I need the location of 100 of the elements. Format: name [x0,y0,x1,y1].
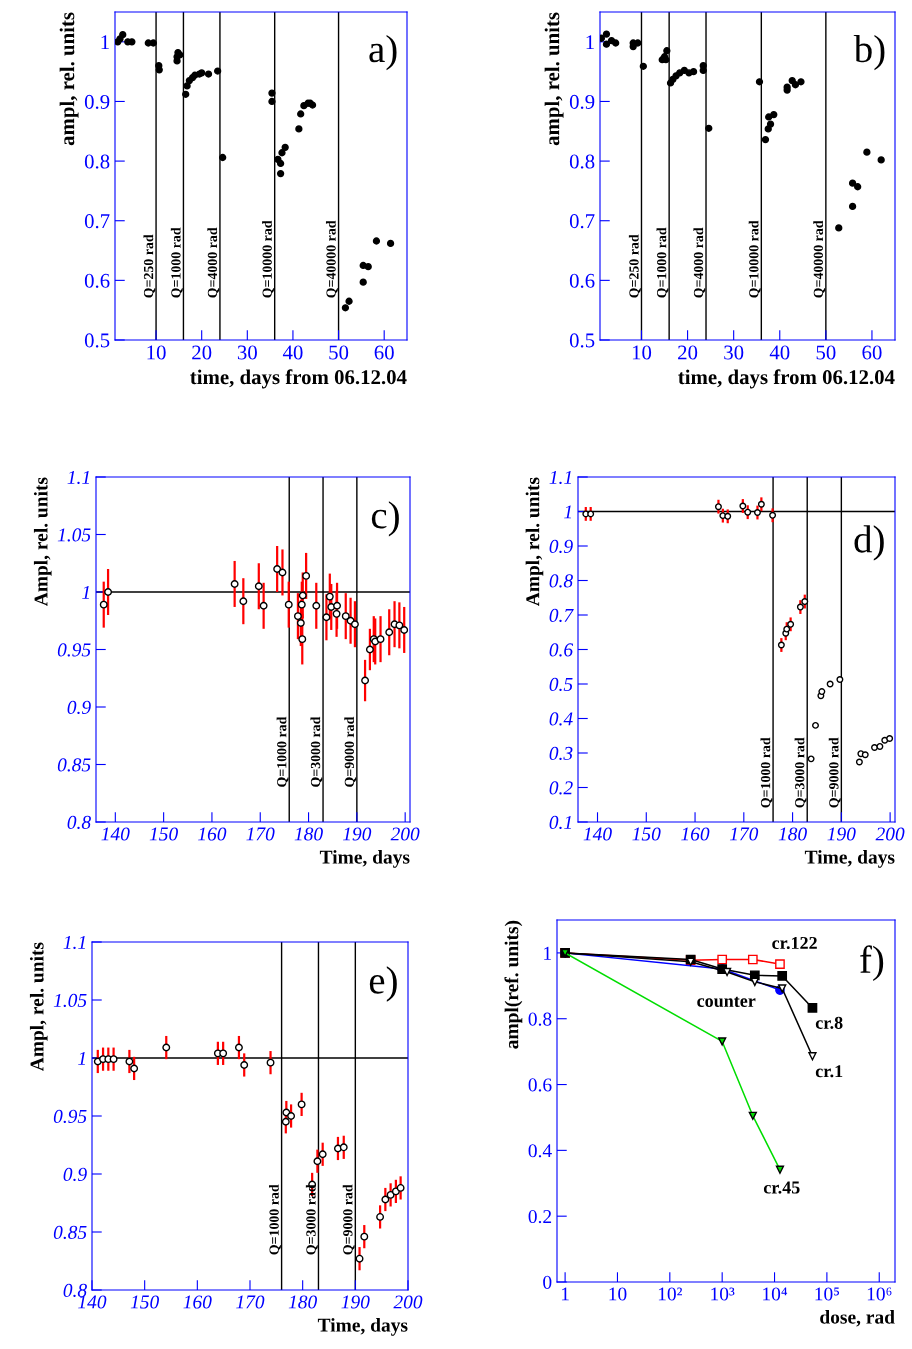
x-tick-label: 200 [390,827,420,841]
y-tick-label: 1 [544,946,551,960]
x-tick-label: 30 [237,345,257,360]
x-tick-label: 150 [632,827,661,841]
x-axis-title: Time, days [319,850,410,868]
series-label: cr.8 [815,1016,843,1029]
series-label: counter [697,996,756,1008]
x-tick-label: 200 [393,1295,423,1309]
x-tick-label: 160 [183,1295,212,1309]
x-tick-label: 190 [342,827,372,841]
y-tick-label: 1 [101,35,109,50]
y-tick-label: 0.85 [57,758,91,772]
x-axis-title: Time, days [804,850,895,868]
y-tick-label: 1 [82,585,90,599]
x-tick-label: 140 [101,827,130,841]
annotation: Q=1000 rad [656,227,669,298]
y-tick-label: 0.6 [549,643,574,657]
y-tick-label: 0.9 [63,1167,87,1182]
annotation: Q=4000 rad [693,227,706,298]
y-tick-label: 0.4 [549,712,573,726]
x-tick-label: 150 [130,1295,159,1309]
y-tick-label: 0.95 [57,643,91,657]
annotation: Q=4000 rad [207,227,220,298]
annotation: Q=1000 rad [760,737,773,808]
x-tick-label: 10 [609,1287,627,1301]
y-tick-label: 0.7 [549,608,574,623]
annotation: d) [854,525,884,561]
y-tick-label: 0.95 [53,1109,87,1124]
y-tick-label: 0.1 [549,815,572,830]
y-tick-label: 0.8 [528,1012,552,1026]
y-tick-label: 0.2 [528,1210,552,1224]
y-tick-label: 0.8 [67,815,91,830]
y-tick-label: 0.7 [569,214,595,229]
annotation: Q=250 rad [143,234,156,298]
y-tick-label: 0.5 [84,333,110,348]
y-tick-label: 0.8 [63,1283,87,1298]
annotation: c) [371,501,399,537]
y-tick-label: 1 [586,35,594,50]
y-tick-label: 0.2 [549,781,573,795]
annotation: Q=9000 rad [828,737,841,808]
x-tick-label: 10⁴ [763,1287,788,1301]
x-tick-label: 60 [862,345,882,360]
x-axis-title: dose, rad [820,1310,895,1327]
y-tick-label: 0.85 [53,1225,87,1240]
annotation: Q=9000 rad [342,1184,355,1255]
annotation: Q=40000 rad [325,220,338,298]
y-tick-label: 0.8 [549,574,573,588]
annotation: Q=250 rad [628,234,641,298]
annotation: f) [860,945,884,981]
annotation: Q=10000 rad [262,220,274,298]
x-tick-label: 180 [288,1295,317,1309]
x-tick-label: 140 [78,1295,107,1309]
annotation: Q=1000 rad [276,716,289,787]
y-tick-label: 0.9 [84,94,110,109]
x-tick-label: 170 [246,827,275,841]
series-label: cr.1 [815,1065,843,1078]
y-tick-label: 0.5 [569,333,595,348]
y-tick-label: 0.6 [528,1078,552,1092]
x-tick-label: 10⁵ [815,1287,840,1301]
x-tick-label: 10⁶ [867,1287,892,1301]
annotation: Q=1000 rad [269,1184,281,1255]
x-axis-title: time, days from 06.12.04 [190,369,407,389]
y-axis-title: Ampl, rel. units [29,942,48,1072]
x-tick-label: 10 [632,345,652,360]
y-tick-label: 1.05 [53,993,87,1008]
x-tick-label: 10 [147,345,166,360]
y-tick-label: 0.9 [67,700,91,715]
y-tick-label: 1.1 [63,935,86,950]
series-label: cr.45 [763,1181,800,1194]
annotation: Q=9000 rad [344,716,357,787]
x-tick-label: 60 [374,345,394,360]
x-tick-label: 20 [192,345,212,360]
annotation: Q=1000 rad [170,227,183,298]
annotation: Q=3000 rad [794,737,807,808]
x-tick-label: 150 [149,827,178,841]
annotation: Q=10000 rad [748,220,761,298]
annotation: Q=40000 rad [813,220,826,298]
x-tick-label: 190 [827,827,856,841]
y-tick-label: 0.7 [84,214,110,229]
x-tick-label: 50 [329,345,349,360]
x-tick-label: 10³ [711,1287,735,1301]
x-tick-label: 200 [875,827,905,841]
x-tick-label: 30 [724,345,744,360]
x-tick-label: 170 [729,827,759,841]
y-tick-label: 0.4 [528,1144,552,1158]
y-tick-label: 0 [543,1275,552,1289]
y-tick-label: 0.6 [569,273,595,288]
y-tick-label: 0.9 [569,94,595,109]
annotation: Q=3000 rad [310,716,323,787]
x-tick-label: 160 [198,827,227,841]
x-tick-label: 140 [583,827,612,841]
y-tick-label: 1 [78,1051,86,1065]
y-axis-title: ampl, rel. units [59,12,79,146]
x-axis-title: Time, days [317,1318,408,1336]
annotation: a) [369,34,397,71]
x-tick-label: 180 [778,827,807,841]
x-axis-title: time, days from 06.12.04 [678,369,895,389]
x-tick-label: 190 [341,1295,370,1309]
y-axis-title: ampl(ref. units) [504,920,523,1049]
series-label: cr.122 [772,936,817,950]
